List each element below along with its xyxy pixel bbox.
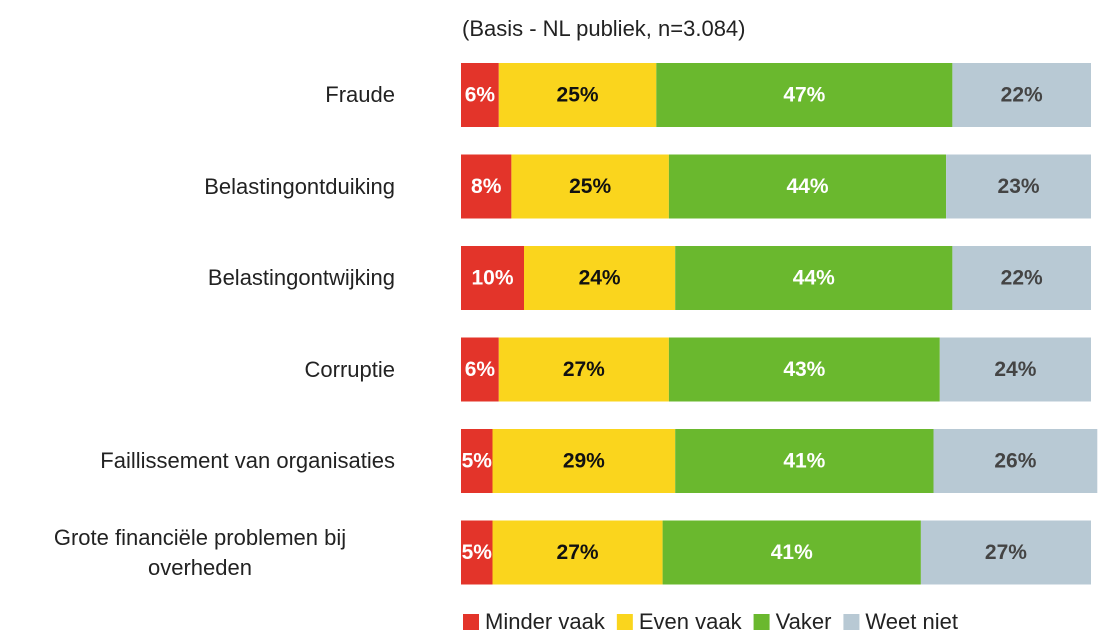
bar-segment	[461, 154, 512, 219]
value-label: 47%	[783, 84, 825, 107]
bar-segment	[675, 429, 934, 493]
value-label: 6%	[465, 358, 496, 381]
subtitle: (Basis - NL publiek, n=3.084)	[462, 16, 746, 41]
value-label: 41%	[771, 541, 813, 564]
bar-segment	[933, 429, 1098, 493]
bar-segment	[492, 520, 663, 585]
value-label: 23%	[998, 175, 1040, 198]
bar-segment	[920, 520, 1091, 585]
value-label: 27%	[985, 541, 1027, 564]
category-text: Corruptie	[304, 356, 395, 382]
legend-label: Minder vaak	[485, 609, 606, 634]
legend-swatch	[616, 614, 633, 630]
category-label: Belastingontduiking	[0, 172, 395, 202]
value-label: 8%	[471, 175, 502, 198]
category-text: Grote financiële problemen bij overheden	[53, 524, 347, 580]
value-label: 41%	[783, 450, 825, 473]
bar-segment	[524, 246, 676, 310]
bar-segment	[498, 337, 669, 402]
bar-segment	[656, 63, 953, 127]
bar-segment	[668, 154, 947, 219]
bar-segment	[939, 337, 1091, 402]
value-label: 22%	[1001, 84, 1043, 107]
bar-segment	[492, 429, 676, 493]
value-label: 27%	[563, 358, 605, 381]
bar-segment	[461, 337, 499, 402]
category-text: Belastingontduiking	[204, 173, 395, 199]
bar-segment	[952, 246, 1091, 310]
value-label: 24%	[579, 267, 621, 290]
bar-segment	[511, 154, 669, 219]
value-label: 44%	[786, 175, 828, 198]
value-label: 25%	[557, 84, 599, 107]
value-label: 44%	[793, 267, 835, 290]
value-label: 29%	[563, 450, 605, 473]
bar-segment	[461, 429, 493, 493]
bar-segment	[461, 246, 524, 310]
category-label: Faillissement van organisaties	[0, 446, 395, 476]
bar-segment	[668, 337, 940, 402]
value-label: 10%	[471, 267, 513, 290]
legend-label: Weet niet	[865, 609, 958, 634]
value-label: 24%	[994, 358, 1036, 381]
bar-segment	[498, 63, 657, 127]
category-label: Grote financiële problemen bij overheden	[0, 523, 395, 583]
legend-swatch	[843, 614, 860, 630]
legend-swatch	[463, 614, 479, 630]
bar-segment	[461, 520, 493, 585]
legend-swatch	[753, 614, 770, 630]
category-label: Fraude	[0, 80, 395, 110]
category-text: Fraude	[325, 82, 395, 107]
category-label: Belastingontwijking	[0, 263, 395, 293]
bar-segment	[461, 63, 499, 127]
bar-segment	[662, 520, 921, 585]
category-text: Faillissement van organisaties	[100, 448, 395, 473]
bar-segment	[946, 154, 1091, 219]
value-label: 5%	[462, 541, 493, 564]
legend-label: Vaker	[776, 609, 832, 634]
value-label: 6%	[465, 84, 496, 107]
value-label: 27%	[557, 541, 599, 564]
category-text: Belastingontwijking	[207, 265, 395, 290]
bar-segment	[675, 246, 953, 310]
bar-segment	[952, 63, 1091, 127]
value-label: 25%	[569, 175, 611, 198]
value-label: 22%	[1001, 267, 1043, 290]
value-label: 26%	[994, 450, 1036, 473]
value-label: 43%	[783, 358, 825, 381]
value-label: 5%	[462, 450, 493, 473]
category-label: Corruptie	[0, 355, 395, 385]
legend-label: Even vaak	[639, 609, 743, 634]
